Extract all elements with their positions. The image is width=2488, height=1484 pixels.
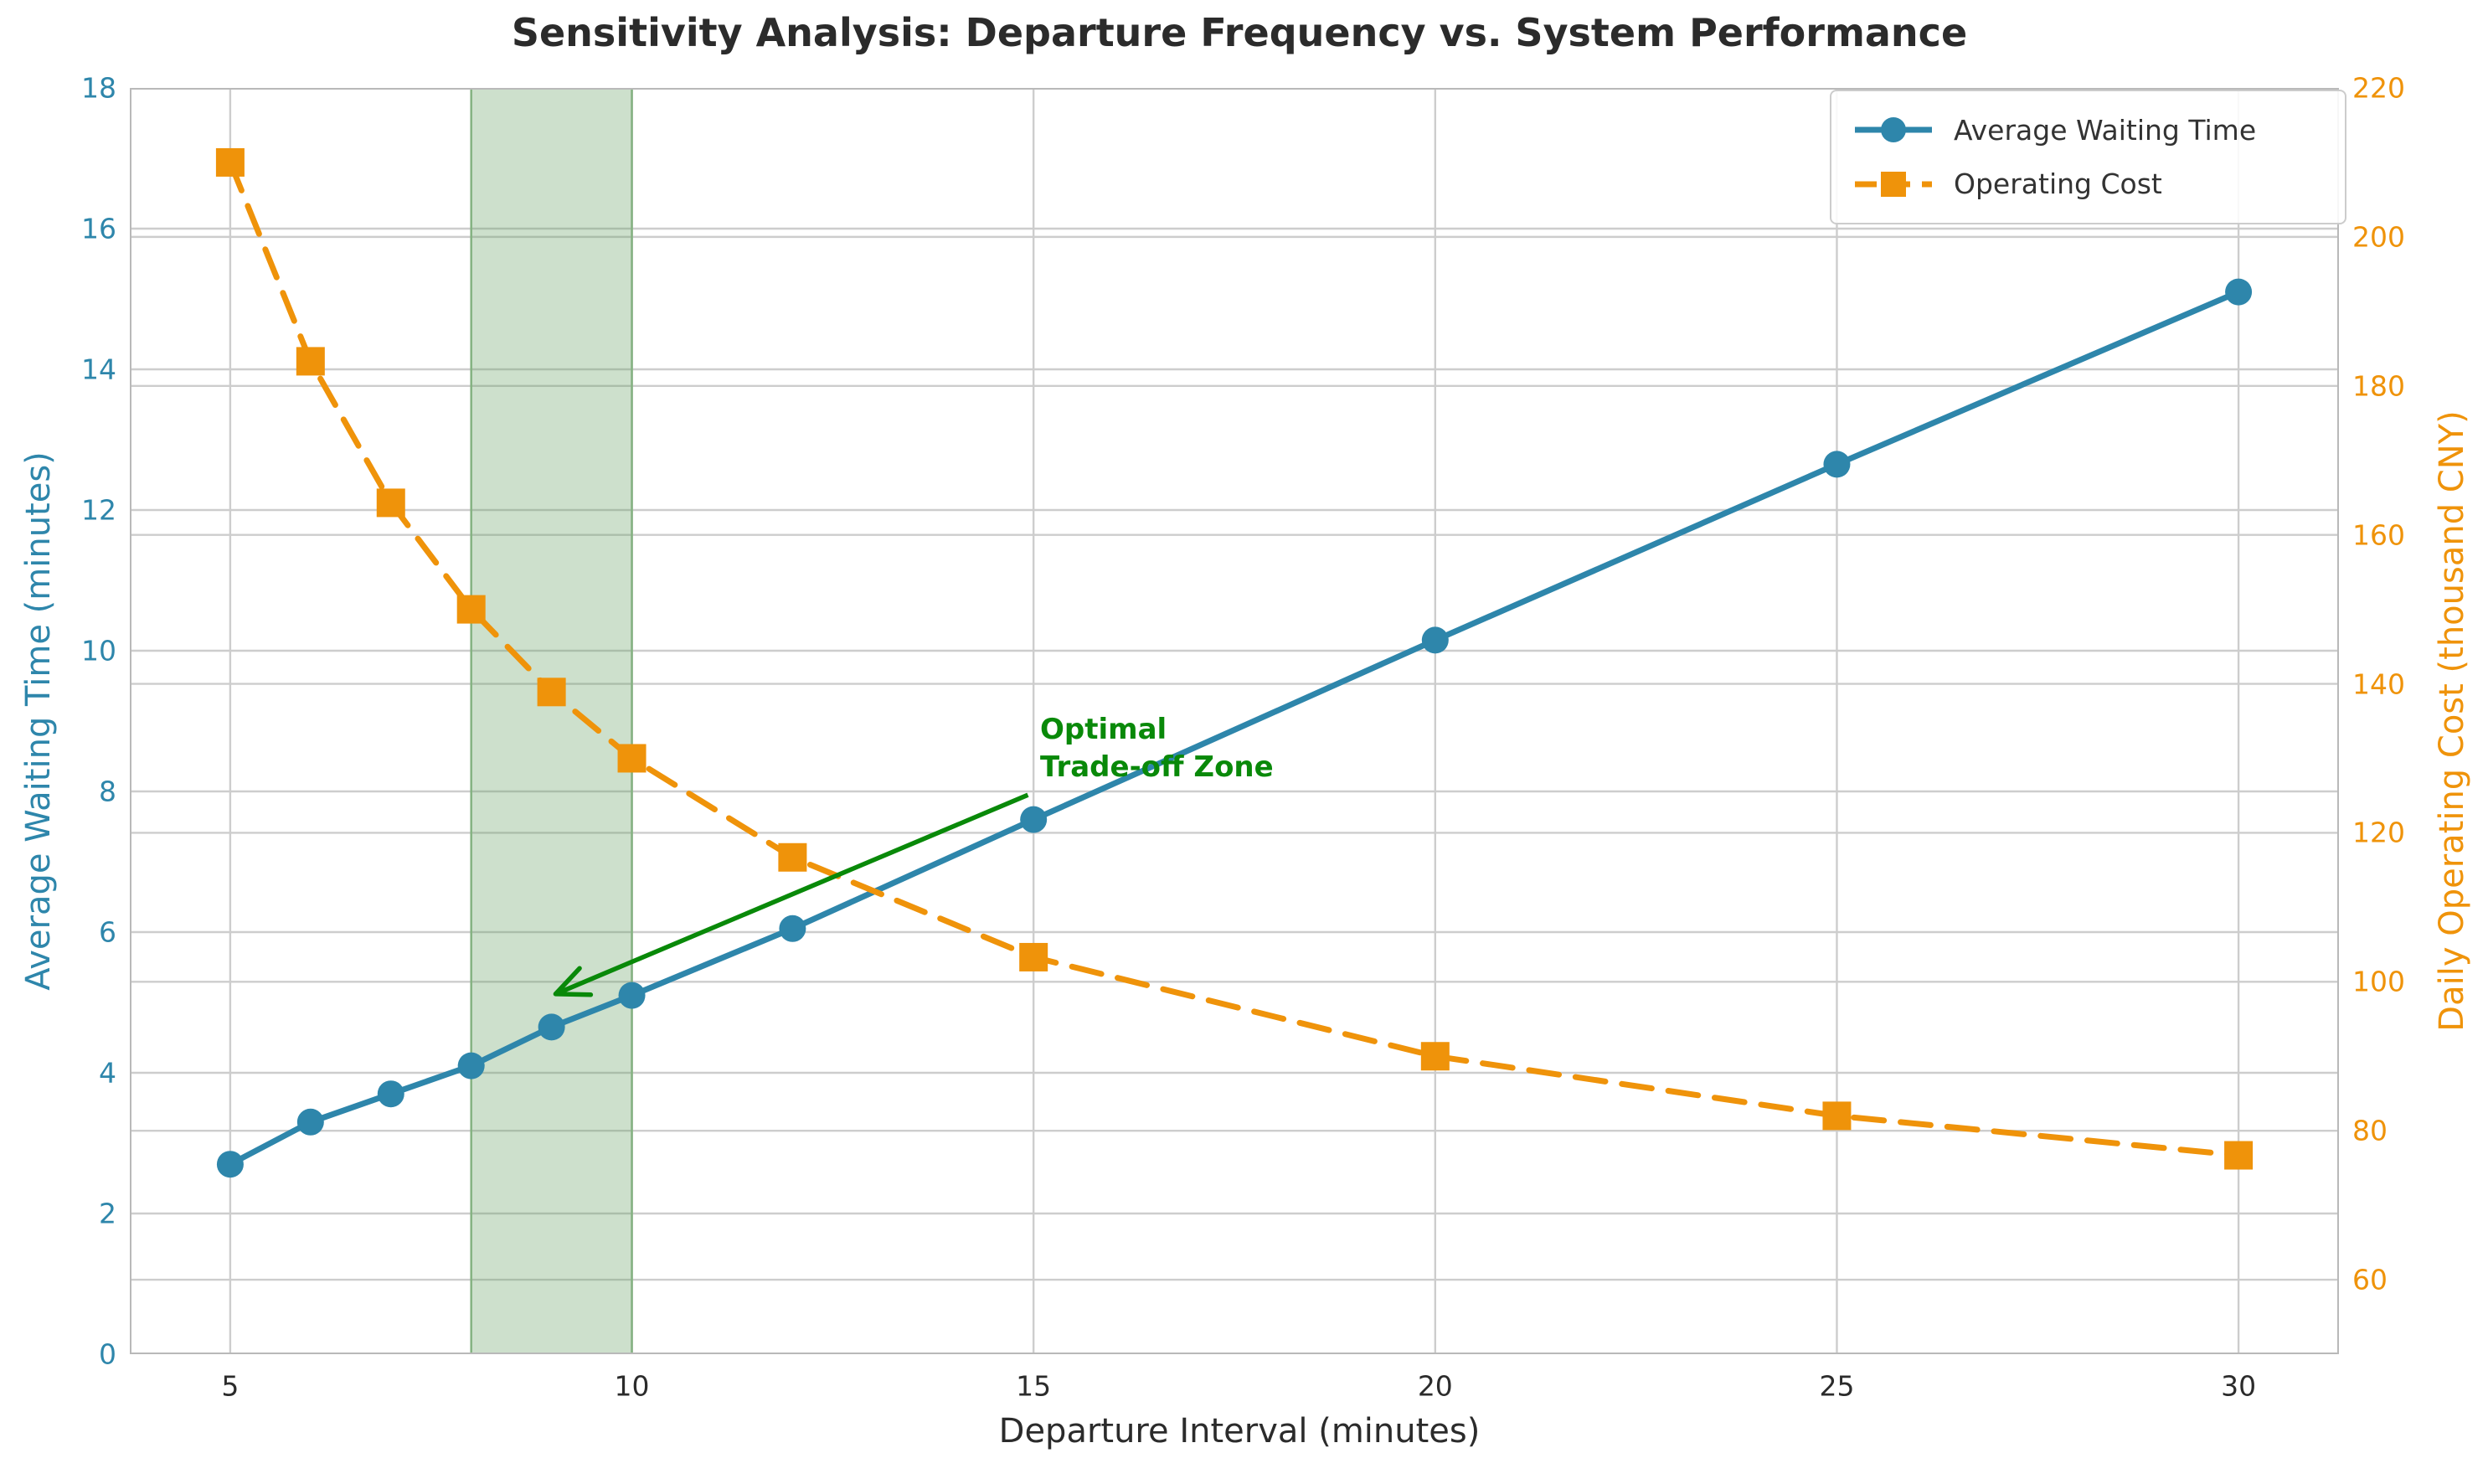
x-tick-label-15: 15	[1016, 1369, 1052, 1403]
data-point-cost-12	[778, 842, 807, 872]
x-tick-label-25: 25	[1819, 1369, 1855, 1403]
legend-marker-line-square-icon	[1855, 171, 1932, 197]
legend-marker-line-circle-icon	[1855, 117, 1932, 143]
annotation-line-1: Optimal	[1040, 713, 1167, 746]
y-left-tick-label-10: 10	[81, 634, 116, 667]
y-right-tick-label-60: 60	[2352, 1263, 2388, 1296]
annotation-arrow-head-icon	[553, 966, 594, 997]
x-axis-label: Departure Interval (minutes)	[998, 1412, 1481, 1451]
y-left-tick-label-4: 4	[99, 1056, 116, 1090]
data-point-waiting-8	[457, 1052, 485, 1080]
data-point-cost-10	[617, 744, 646, 773]
y-right-tick-label-140: 140	[2352, 667, 2405, 701]
x-tick-label-5: 5	[221, 1369, 240, 1403]
x-tick-label-30: 30	[2221, 1369, 2257, 1403]
data-point-cost-6	[296, 347, 325, 376]
y-left-tick-label-0: 0	[99, 1337, 116, 1371]
legend: Average Waiting Time Operating Cost	[1830, 90, 2346, 224]
data-point-waiting-12	[779, 915, 806, 942]
y-left-tick-label-12: 12	[81, 493, 116, 527]
data-point-waiting-6	[296, 1108, 324, 1136]
data-point-cost-15	[1019, 942, 1048, 971]
chart-title: Sensitivity Analysis: Departure Frequenc…	[511, 10, 1968, 55]
data-point-cost-20	[1420, 1042, 1450, 1071]
data-point-waiting-10	[618, 982, 646, 1009]
annotation-arrow-shaft	[554, 792, 1029, 997]
y-right-tick-label-200: 200	[2352, 220, 2405, 254]
data-point-cost-7	[376, 488, 405, 518]
y-right-tick-label-100: 100	[2352, 965, 2405, 998]
legend-item-waiting-time: Average Waiting Time	[1855, 114, 2321, 147]
y-axis-label-right: Daily Operating Cost (thousand CNY)	[2433, 410, 2471, 1032]
data-point-waiting-15	[1020, 806, 1048, 833]
data-point-cost-8	[456, 595, 486, 624]
y-left-tick-label-6: 6	[99, 915, 116, 949]
x-tick-label-10: 10	[614, 1369, 650, 1403]
optimal-zone-annotation: Optimal Trade-off Zone	[1040, 711, 1274, 786]
data-point-waiting-5	[216, 1151, 244, 1178]
optimal-zone-band	[470, 88, 633, 1354]
legend-item-operating-cost: Operating Cost	[1855, 167, 2321, 200]
y-left-tick-label-16: 16	[81, 212, 116, 245]
data-point-waiting-9	[538, 1013, 565, 1041]
data-point-cost-9	[537, 678, 566, 707]
y-right-tick-label-160: 160	[2352, 518, 2405, 552]
data-point-waiting-20	[1421, 626, 1449, 654]
legend-label: Operating Cost	[1954, 167, 2162, 201]
y-right-tick-label-180: 180	[2352, 369, 2405, 403]
y-left-tick-label-8: 8	[99, 775, 116, 808]
annotation-line-2: Trade-off Zone	[1040, 750, 1274, 785]
data-point-cost-5	[215, 147, 245, 177]
y-left-tick-label-2: 2	[99, 1197, 116, 1230]
plot-area	[130, 88, 2339, 1354]
y-left-tick-label-14: 14	[81, 353, 116, 386]
x-tick-label-20: 20	[1417, 1369, 1453, 1403]
legend-label: Average Waiting Time	[1954, 113, 2257, 147]
data-point-cost-30	[2224, 1141, 2254, 1170]
y-right-tick-label-120: 120	[2352, 816, 2405, 849]
y-axis-label-left: Average Waiting Time (minutes)	[19, 451, 58, 991]
y-left-tick-label-18: 18	[81, 71, 116, 105]
y-right-tick-label-80: 80	[2352, 1114, 2388, 1147]
data-point-waiting-25	[1823, 451, 1851, 478]
data-point-waiting-30	[2225, 278, 2253, 306]
data-point-cost-25	[1822, 1101, 1852, 1131]
y-right-tick-label-220: 220	[2352, 71, 2405, 105]
data-point-waiting-7	[377, 1080, 404, 1108]
